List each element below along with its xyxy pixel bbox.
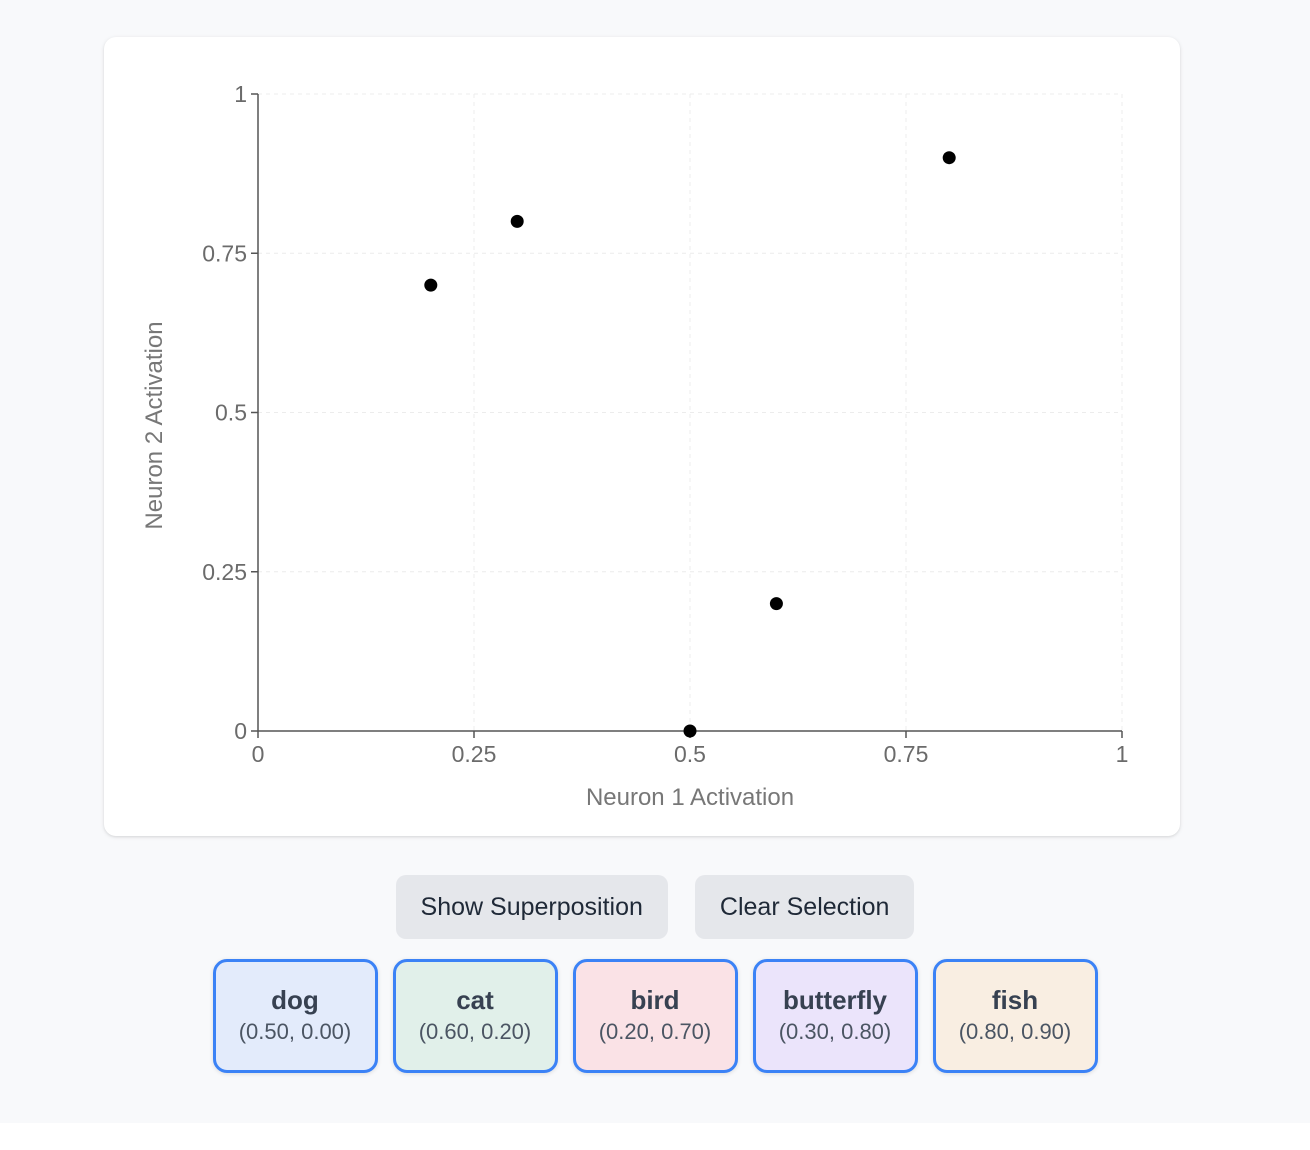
- controls-bar: Show Superposition Clear Selection: [0, 875, 1310, 939]
- x-axis-label: Neuron 1 Activation: [586, 784, 794, 811]
- y-tick-label: 0.75: [202, 240, 247, 266]
- y-tick-label: 0.5: [215, 400, 247, 426]
- concept-list: dog (0.50, 0.00) cat (0.60, 0.20) bird (…: [0, 959, 1310, 1079]
- concept-card-bird[interactable]: bird (0.20, 0.70): [572, 959, 738, 1073]
- concept-name: butterfly: [783, 985, 887, 1015]
- x-tick-label: 0.75: [884, 741, 929, 767]
- clear-selection-button[interactable]: Clear Selection: [694, 875, 915, 939]
- concept-name: bird: [630, 985, 680, 1015]
- data-point-cat[interactable]: [769, 597, 783, 611]
- concept-coords: (0.50, 0.00): [238, 1019, 352, 1044]
- x-tick-label: 0.5: [674, 741, 706, 767]
- concept-card-butterfly[interactable]: butterfly (0.30, 0.80): [752, 959, 918, 1073]
- concept-coords: (0.80, 0.90): [958, 1019, 1072, 1044]
- y-tick-label: 1: [234, 81, 247, 107]
- concept-card-dog[interactable]: dog (0.50, 0.00): [212, 959, 378, 1073]
- y-axis-label: Neuron 2 Activation: [141, 321, 168, 529]
- x-tick-label: 0: [252, 741, 265, 767]
- data-point-dog[interactable]: [683, 724, 697, 738]
- grid-lines: [257, 93, 1123, 732]
- concept-coords: (0.60, 0.20): [418, 1019, 532, 1044]
- data-points[interactable]: [424, 151, 956, 738]
- concept-coords: (0.30, 0.80): [778, 1019, 892, 1044]
- chart-card: 0 0.25 0.5 0.75 1 0 0.25 0.5 0.75 1 Neuron 1 Acti…: [104, 37, 1180, 836]
- concept-name: dog: [271, 985, 319, 1015]
- data-point-bird[interactable]: [424, 278, 438, 292]
- concept-card-cat[interactable]: cat (0.60, 0.20): [392, 959, 558, 1073]
- axes: [251, 93, 1123, 738]
- scatter-chart[interactable]: 0 0.25 0.5 0.75 1 0 0.25 0.5 0.75 1 Neuron 1 Acti…: [104, 37, 1180, 836]
- show-superposition-button[interactable]: Show Superposition: [395, 875, 668, 939]
- x-tick-label: 1: [1116, 741, 1129, 767]
- y-tick-label: 0: [234, 718, 247, 744]
- concept-name: cat: [456, 985, 494, 1015]
- concept-card-fish[interactable]: fish (0.80, 0.90): [932, 959, 1098, 1073]
- tick-labels: 0 0.25 0.5 0.75 1 0 0.25 0.5 0.75 1: [202, 81, 1128, 767]
- data-point-butterfly[interactable]: [510, 214, 524, 228]
- concept-coords: (0.20, 0.70): [598, 1019, 712, 1044]
- y-tick-label: 0.25: [202, 559, 247, 585]
- concept-name: fish: [991, 985, 1039, 1015]
- data-point-fish[interactable]: [942, 151, 956, 165]
- x-tick-label: 0.25: [452, 741, 497, 767]
